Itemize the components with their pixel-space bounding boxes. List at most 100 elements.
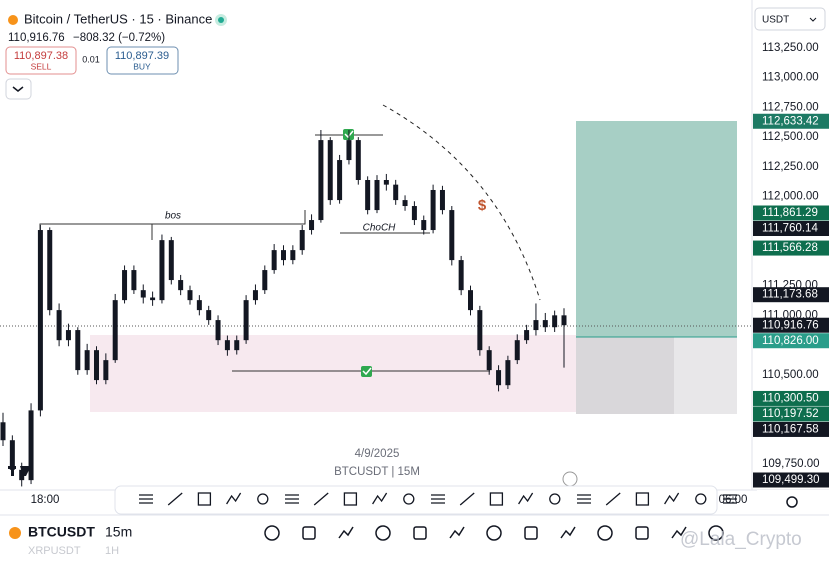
candle-body — [561, 315, 567, 326]
price-badge — [753, 221, 829, 237]
tool-icon[interactable] — [403, 493, 415, 505]
bottom-icon[interactable] — [413, 526, 427, 540]
y-tick-label: 112,750.00 — [762, 101, 819, 113]
bottom-icon[interactable] — [375, 525, 391, 541]
tool-icon[interactable] — [197, 492, 212, 506]
candle-body — [28, 410, 34, 481]
price-badge — [753, 472, 829, 488]
candle-body — [75, 330, 81, 371]
stop-loss-zone-ext — [674, 337, 737, 414]
check-icon — [361, 366, 372, 377]
tool-icon[interactable] — [372, 492, 388, 505]
tool-icon[interactable] — [313, 492, 329, 506]
chart-watermark: BTCUSDT | 15M — [334, 466, 420, 478]
choch-label: ChoCH — [363, 223, 397, 234]
candle-body — [505, 360, 511, 386]
tool-icon[interactable] — [431, 494, 445, 504]
check-mark — [362, 367, 372, 376]
tool-icon[interactable] — [489, 492, 504, 506]
dropdown-icon — [809, 17, 817, 22]
candle-body — [393, 184, 399, 201]
price-badge-label: 109,499.30 — [762, 474, 820, 486]
price-badge-label: 110,197.52 — [762, 408, 819, 420]
tool-icon[interactable] — [226, 492, 242, 505]
y-axis: 113,250.00 113,000.00 112,750.00 112,500.00… — [762, 42, 820, 470]
bottom-icon[interactable] — [338, 526, 354, 539]
price-badge — [753, 406, 829, 422]
bottom-icon[interactable] — [302, 526, 316, 540]
bottom-icon[interactable] — [524, 526, 538, 540]
candle-body — [131, 270, 137, 291]
price-badge-label: 111,760.14 — [762, 223, 818, 235]
bottom-icon[interactable] — [560, 526, 576, 539]
candle-body — [168, 240, 174, 281]
bottom-icon[interactable] — [708, 525, 724, 541]
y-tick-label: 109,750.00 — [762, 458, 820, 470]
collapse-button[interactable] — [5, 78, 32, 100]
buy-button[interactable] — [106, 46, 179, 75]
bottom-icon[interactable] — [671, 526, 687, 539]
symbol-title: Bitcoin / TetherUS · 15 · Binance — [24, 11, 212, 26]
candle-body — [496, 370, 502, 386]
bottom-icon[interactable] — [264, 525, 280, 541]
candle-body — [178, 280, 184, 291]
sell-label: SELL — [31, 61, 52, 71]
tool-icon[interactable] — [167, 492, 183, 506]
tool-icon[interactable] — [285, 494, 299, 504]
price-badge-label: 112,633.42 — [762, 115, 819, 127]
replay-icon[interactable] — [562, 471, 578, 487]
candle-body — [327, 140, 333, 201]
bottom-icon[interactable] — [635, 526, 649, 540]
candle-body — [206, 310, 212, 321]
logo — [20, 466, 31, 476]
candle-body — [262, 270, 268, 291]
candle-body — [243, 300, 249, 341]
tool-icon[interactable] — [257, 493, 269, 505]
price-badge-label: 111,173.68 — [762, 289, 818, 301]
candle-body — [271, 250, 277, 271]
tool-icon[interactable] — [635, 492, 650, 506]
price-change: −808.32 (−0.72%) — [73, 32, 165, 44]
tool-icon[interactable] — [695, 493, 707, 505]
tool-icon[interactable] — [605, 492, 621, 506]
bottom-symbol[interactable]: BTCUSDT — [28, 524, 95, 540]
y-tick-label: 113,000.00 — [762, 72, 819, 84]
tool-icon[interactable] — [518, 492, 534, 505]
price-badge — [753, 205, 829, 221]
demand-zone — [90, 335, 576, 412]
settings-icon[interactable] — [786, 496, 798, 508]
candle-body — [56, 310, 62, 341]
tool-icon[interactable] — [664, 492, 680, 505]
stop-loss-zone — [576, 337, 674, 414]
date-label: 4/9/2025 — [355, 448, 400, 460]
candle-body — [309, 220, 315, 231]
btc-icon — [9, 527, 21, 539]
tool-icon[interactable] — [723, 494, 737, 504]
collapse-icon — [12, 86, 24, 92]
candle-body — [374, 180, 380, 211]
bottom-icon[interactable] — [597, 525, 613, 541]
tool-icon[interactable] — [343, 492, 358, 506]
candle-body — [533, 320, 539, 331]
candle-body — [402, 200, 408, 207]
tool-icon[interactable] — [459, 492, 475, 506]
currency-label: USDT — [762, 15, 789, 26]
tool-icon[interactable] — [139, 494, 153, 504]
candle-body — [383, 180, 389, 185]
bottom-icon[interactable] — [486, 525, 502, 541]
candle-body — [224, 340, 230, 351]
bottom-icon[interactable] — [449, 526, 465, 539]
price-badge — [753, 390, 829, 406]
candle-body — [187, 290, 193, 301]
bottom-interval[interactable]: 15m — [105, 524, 132, 540]
currency-button[interactable] — [754, 7, 826, 31]
candle-body — [318, 140, 324, 221]
candles — [0, 129, 567, 487]
sell-button[interactable] — [5, 46, 77, 75]
candle-body — [355, 140, 361, 181]
status-dot — [218, 17, 224, 23]
watermark: @Lala_Crypto — [680, 529, 802, 550]
tool-icon[interactable] — [549, 493, 561, 505]
tool-icon[interactable] — [577, 494, 591, 504]
price-badge — [753, 421, 829, 437]
